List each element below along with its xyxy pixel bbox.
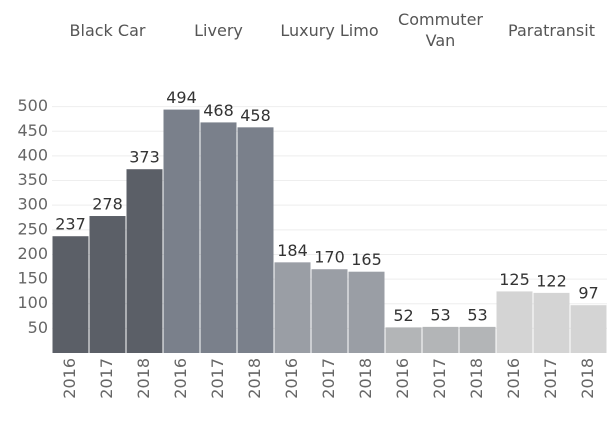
bar [237,127,274,354]
y-tick-label: 200 [17,244,48,263]
bar [385,327,422,353]
x-tick-label: 2016 [504,358,523,399]
bar [200,122,237,354]
panel-header: Livery [194,20,243,40]
x-tick-label: 2017 [319,358,338,399]
y-tick-label: 500 [17,96,48,115]
x-tick-label: 2018 [245,358,264,399]
value-label: 237 [55,215,86,234]
bar [422,326,459,353]
x-tick-label: 2016 [393,358,412,399]
bar [570,305,607,353]
value-label: 184 [277,241,308,260]
bar [274,262,311,353]
value-label: 125 [499,270,530,289]
value-label: 278 [92,195,123,214]
y-tick-label: 250 [17,219,48,238]
value-label: 494 [166,88,197,107]
bar [496,291,533,353]
y-tick-label: 50 [28,318,48,337]
bar [311,269,348,353]
bar [459,326,496,353]
bar [163,109,200,353]
value-label: 165 [351,250,382,269]
y-tick-label: 400 [17,145,48,164]
x-tick-label: 2016 [60,358,79,399]
value-label: 373 [129,148,160,167]
value-label: 170 [314,248,345,267]
y-tick-label: 450 [17,121,48,140]
bar [348,271,385,353]
x-tick-label: 2016 [171,358,190,399]
value-label: 122 [536,271,567,290]
value-label: 97 [578,284,598,303]
y-tick-label: 150 [17,269,48,288]
x-tick-label: 2017 [97,358,116,399]
x-tick-label: 2018 [467,358,486,399]
y-tick-label: 100 [17,293,48,312]
panel-header: Luxury Limo [280,20,379,40]
x-tick-label: 2018 [356,358,375,399]
bar [89,216,126,353]
x-tick-label: 2017 [541,358,560,399]
x-tick-label: 2016 [282,358,301,399]
value-label: 52 [393,306,413,325]
panel-header: Commuter Van [398,10,483,50]
x-tick-label: 2018 [578,358,597,399]
bar [52,236,89,353]
x-tick-label: 2018 [134,358,153,399]
value-label: 458 [240,106,271,125]
bar [126,169,163,353]
panel-header: Black Car [69,20,146,40]
x-tick-label: 2017 [208,358,227,399]
x-tick-label: 2017 [430,358,449,399]
y-tick-label: 350 [17,170,48,189]
value-label: 53 [467,305,487,324]
value-label: 468 [203,101,234,120]
y-tick-label: 300 [17,195,48,214]
value-label: 53 [430,305,450,324]
bar [533,292,570,353]
panel-header: Paratransit [508,20,595,40]
